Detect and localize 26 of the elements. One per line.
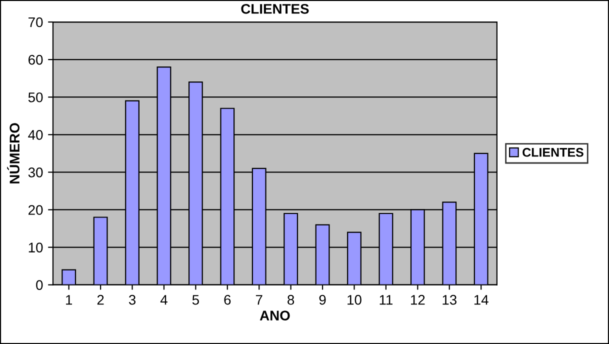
x-tick-label: 14 — [474, 295, 488, 305]
x-tick-label: 5 — [192, 295, 199, 305]
x-tick-label: 6 — [224, 294, 231, 305]
x-tick-label: 13 — [442, 294, 456, 305]
x-tick-label: 9 — [319, 294, 326, 305]
y-tick-label: 60 — [28, 54, 43, 65]
x-tick-label: 11 — [380, 295, 392, 305]
y-tick-label: 50 — [28, 92, 43, 102]
x-tick-label: 7 — [256, 295, 262, 305]
y-tick-label: 40 — [28, 130, 43, 140]
y-tick-label: 30 — [28, 168, 43, 178]
y-tick-label: 10 — [28, 242, 43, 252]
y-axis-title: NÚMERO — [7, 123, 20, 184]
x-tick-label: 1 — [66, 295, 72, 305]
x-tick-label: 12 — [411, 294, 425, 305]
x-tick-label: 8 — [288, 294, 294, 305]
legend-label: CLIENTES — [522, 148, 584, 157]
x-tick-label: 3 — [128, 294, 136, 305]
x-axis-title: ANO — [260, 310, 290, 320]
x-tick-label: 4 — [160, 295, 168, 305]
y-tick-label: 0 — [36, 280, 43, 290]
chart-title: CLIENTES — [241, 4, 309, 14]
y-tick-label: 20 — [28, 205, 43, 215]
y-tick-label: 70 — [28, 17, 43, 28]
x-tick-label: 2 — [97, 294, 104, 305]
x-tick-label: 10 — [348, 294, 362, 305]
